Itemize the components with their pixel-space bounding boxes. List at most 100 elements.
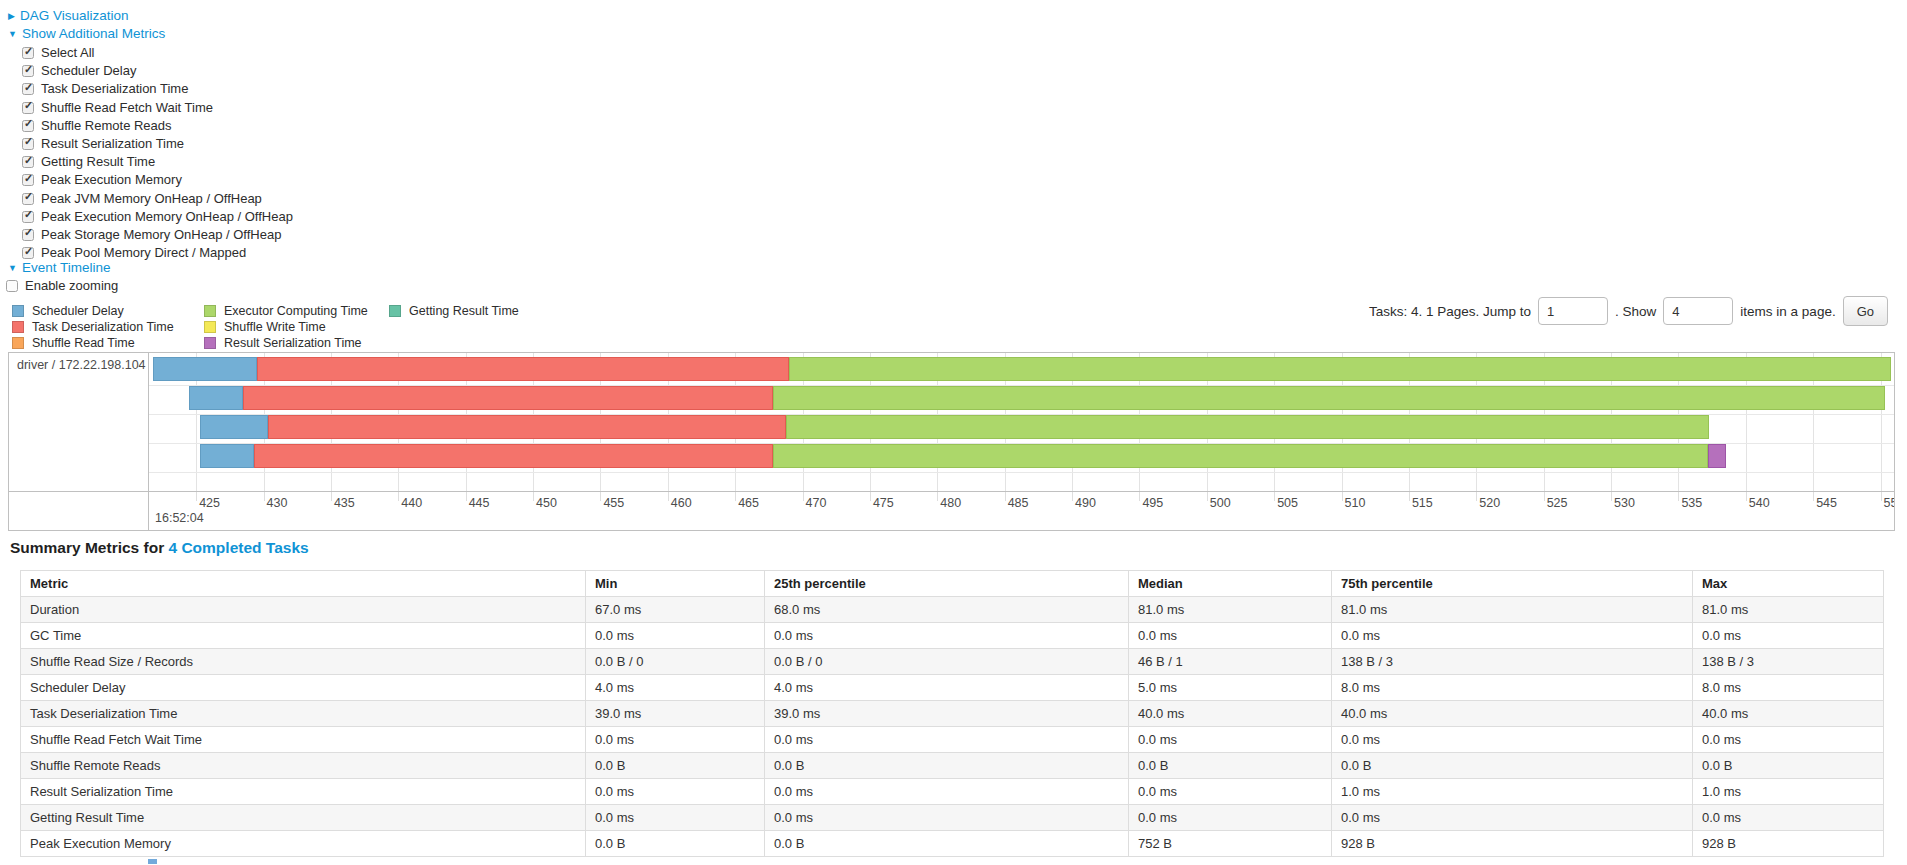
metric-checkbox[interactable] xyxy=(22,247,34,259)
metric-value-cell: 0.0 ms xyxy=(1332,623,1693,649)
next-section-cutoff xyxy=(148,859,157,864)
metric-checkbox-row: Peak JVM Memory OnHeap / OffHeap xyxy=(22,190,293,208)
metric-value-cell: 0.0 ms xyxy=(765,727,1129,753)
metric-checkbox[interactable] xyxy=(22,47,34,59)
shuffle_write-swatch-icon xyxy=(204,321,216,333)
metric-checkbox-row: Peak Execution Memory xyxy=(22,171,293,189)
task-segment-scheduler-delay[interactable] xyxy=(189,386,243,410)
table-row: Shuffle Read Size / Records0.0 B / 00.0 … xyxy=(21,649,1884,675)
metric-checkbox[interactable] xyxy=(22,65,34,77)
timeline-task-bar xyxy=(149,444,1894,468)
table-row: Task Deserialization Time39.0 ms39.0 ms4… xyxy=(21,701,1884,727)
metric-value-cell: 1.0 ms xyxy=(1332,779,1693,805)
metric-value-cell: 928 B xyxy=(1332,831,1693,857)
table-row: Shuffle Read Fetch Wait Time0.0 ms0.0 ms… xyxy=(21,727,1884,753)
timeline-group-label-column: driver / 172.22.198.104 xyxy=(9,353,149,530)
task-segment-scheduler-delay[interactable] xyxy=(200,415,267,439)
task-segment-executor-computing[interactable] xyxy=(773,444,1708,468)
metric-value-cell: 0.0 B xyxy=(765,831,1129,857)
dag-visualization-label: DAG Visualization xyxy=(20,8,129,23)
enable-zooming-row: Enable zooming xyxy=(6,278,118,293)
legend-item: Task Deserialization Time xyxy=(12,319,174,335)
legend-column: Getting Result Time xyxy=(389,303,519,319)
task-segment-executor-computing[interactable] xyxy=(773,386,1885,410)
legend-item: Executor Computing Time xyxy=(204,303,368,319)
task-segment-task-deserialization[interactable] xyxy=(257,357,789,381)
metric-value-cell: 4.0 ms xyxy=(765,675,1129,701)
metric-name-cell: GC Time xyxy=(21,623,586,649)
axis-tick xyxy=(937,492,938,501)
metric-value-cell: 0.0 B xyxy=(586,753,765,779)
go-button[interactable]: Go xyxy=(1843,296,1888,326)
column-header: Median xyxy=(1129,571,1332,597)
task-segment-scheduler-delay[interactable] xyxy=(153,357,257,381)
items-per-page-input[interactable] xyxy=(1663,297,1733,325)
axis-tick-label: 490 xyxy=(1075,496,1096,510)
legend-label: Executor Computing Time xyxy=(224,304,368,318)
metric-value-cell: 928 B xyxy=(1693,831,1884,857)
metric-value-cell: 81.0 ms xyxy=(1693,597,1884,623)
metric-value-cell: 0.0 ms xyxy=(765,805,1129,831)
task-segment-task-deserialization[interactable] xyxy=(268,415,787,439)
metric-checkbox[interactable] xyxy=(22,120,34,132)
task-segment-executor-computing[interactable] xyxy=(789,357,1891,381)
table-row: Duration67.0 ms68.0 ms81.0 ms81.0 ms81.0… xyxy=(21,597,1884,623)
metric-name-cell: Scheduler Delay xyxy=(21,675,586,701)
metric-checkbox[interactable] xyxy=(22,83,34,95)
axis-tick xyxy=(870,492,871,501)
task-segment-task-deserialization[interactable] xyxy=(243,386,773,410)
metric-value-cell: 46 B / 1 xyxy=(1129,649,1332,675)
axis-tick xyxy=(1678,492,1679,501)
axis-tick-label: 505 xyxy=(1277,496,1298,510)
show-additional-metrics-toggle[interactable]: ▼Show Additional Metrics xyxy=(8,26,165,41)
column-header: Metric xyxy=(21,571,586,597)
metric-name-cell: Getting Result Time xyxy=(21,805,586,831)
event-timeline-toggle[interactable]: ▼Event Timeline xyxy=(8,260,110,275)
enable-zooming-checkbox[interactable] xyxy=(6,280,18,292)
metric-checkbox[interactable] xyxy=(22,211,34,223)
axis-tick xyxy=(1476,492,1477,501)
enable-zooming-label: Enable zooming xyxy=(25,278,118,293)
metric-checkbox-label: Peak JVM Memory OnHeap / OffHeap xyxy=(41,191,262,206)
metric-value-cell: 0.0 ms xyxy=(765,779,1129,805)
task-pagination: Tasks: 4. 1 Pages. Jump to . Show items … xyxy=(1369,294,1888,328)
collapsed-arrow-icon: ▶ xyxy=(8,11,15,21)
metric-checkbox-label: Peak Execution Memory xyxy=(41,172,182,187)
expanded-arrow-icon: ▼ xyxy=(8,263,17,273)
legend-item: Shuffle Read Time xyxy=(12,335,174,351)
metric-checkbox-label: Getting Result Time xyxy=(41,154,155,169)
metric-value-cell: 0.0 ms xyxy=(1129,727,1332,753)
axis-tick-label: 500 xyxy=(1210,496,1231,510)
metric-checkbox[interactable] xyxy=(22,174,34,186)
metric-checkbox[interactable] xyxy=(22,193,34,205)
axis-tick xyxy=(1813,492,1814,501)
metric-value-cell: 81.0 ms xyxy=(1129,597,1332,623)
axis-tick-label: 540 xyxy=(1749,496,1770,510)
axis-tick xyxy=(398,492,399,501)
axis-tick-label: 535 xyxy=(1681,496,1702,510)
timeline-plot-area xyxy=(149,353,1894,492)
task-segment-result-serialization[interactable] xyxy=(1708,444,1726,468)
metric-checkbox[interactable] xyxy=(22,138,34,150)
timeline-time-axis: 16:52:04 4254304354404454504554604654704… xyxy=(149,492,1894,530)
task-segment-scheduler-delay[interactable] xyxy=(200,444,254,468)
scheduler_delay-swatch-icon xyxy=(12,305,24,317)
completed-tasks-link[interactable]: 4 Completed Tasks xyxy=(169,539,309,556)
axis-tick-label: 445 xyxy=(469,496,490,510)
metric-value-cell: 39.0 ms xyxy=(586,701,765,727)
task-segment-task-deserialization[interactable] xyxy=(254,444,773,468)
metric-checkbox-row: Select All xyxy=(22,44,293,62)
task-segment-executor-computing[interactable] xyxy=(786,415,1709,439)
jump-to-page-input[interactable] xyxy=(1538,297,1608,325)
legend-label: Task Deserialization Time xyxy=(32,320,174,334)
metric-checkbox-label: Result Serialization Time xyxy=(41,136,184,151)
axis-tick-label: 480 xyxy=(940,496,961,510)
dag-visualization-toggle[interactable]: ▶ DAG Visualization xyxy=(8,8,128,23)
metric-checkbox[interactable] xyxy=(22,102,34,114)
table-row: GC Time0.0 ms0.0 ms0.0 ms0.0 ms0.0 ms xyxy=(21,623,1884,649)
metric-checkbox[interactable] xyxy=(22,156,34,168)
table-row: Shuffle Remote Reads0.0 B0.0 B0.0 B0.0 B… xyxy=(21,753,1884,779)
axis-tick xyxy=(803,492,804,501)
table-row: Scheduler Delay4.0 ms4.0 ms5.0 ms8.0 ms8… xyxy=(21,675,1884,701)
metric-checkbox[interactable] xyxy=(22,229,34,241)
